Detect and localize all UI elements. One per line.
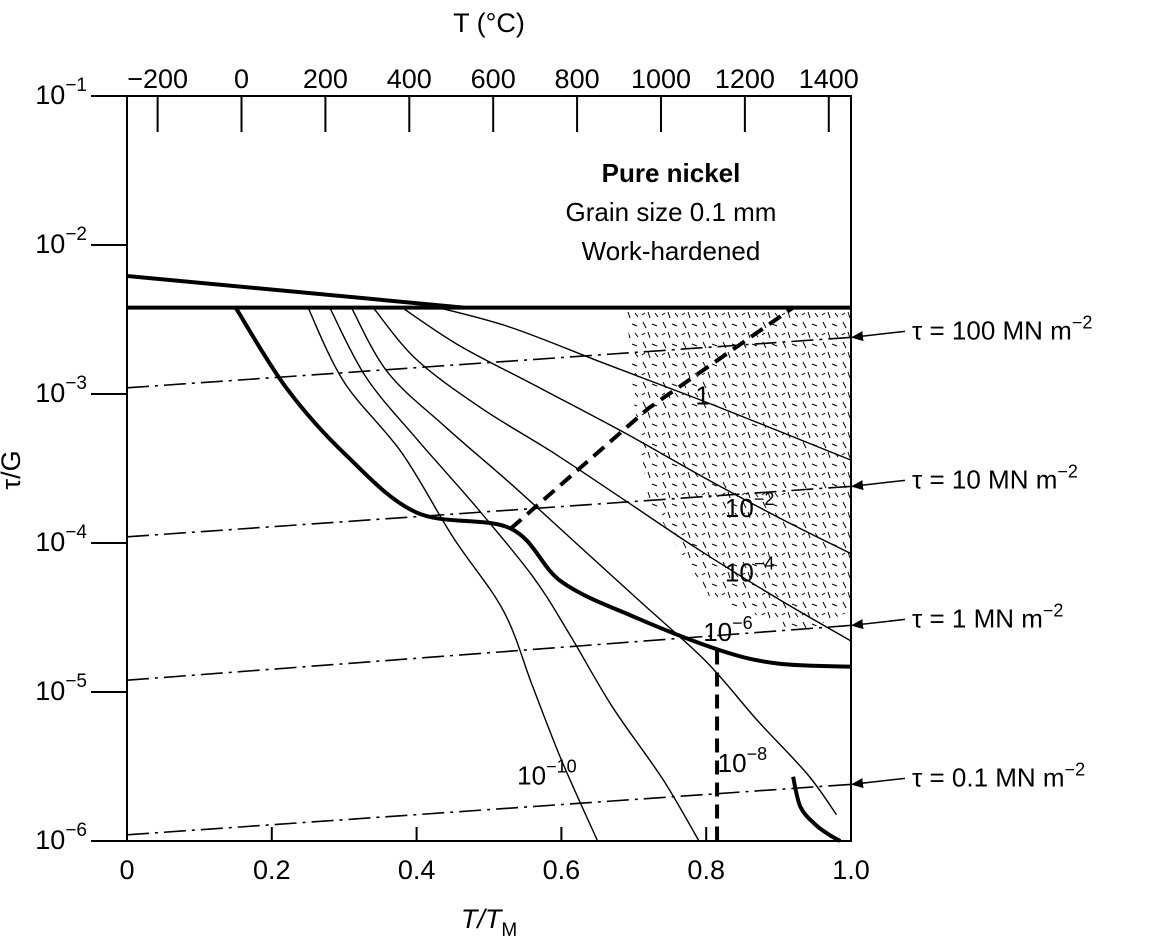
strain-rate-contour (329, 307, 700, 842)
strain-rate-contour (438, 306, 852, 461)
y-tick-base: 10 (35, 229, 65, 259)
hatched-region (626, 307, 851, 633)
y-tick-label: 10−4 (35, 522, 87, 557)
plot-frame (126, 95, 852, 842)
x2-tick-label: 800 (555, 64, 600, 94)
stress-line (126, 336, 852, 389)
contour-label-base: 10 (718, 748, 747, 778)
contour-label-exponent: −4 (754, 554, 775, 574)
contour-label: 10−2 (725, 489, 774, 523)
stress-arrow (851, 777, 906, 789)
contour-label-exponent: −2 (754, 489, 775, 509)
contour-label: 10−4 (725, 554, 774, 588)
y-tick-label: 10−5 (35, 671, 87, 706)
diffusion-creep-boundary (791, 776, 842, 843)
y-tick-exponent: −6 (65, 820, 87, 841)
stress-label-text: τ = 10 MN m (912, 464, 1057, 494)
stress-line (126, 485, 852, 538)
x-tick-label: 0 (119, 855, 134, 885)
x-axis-label-main: T/T (461, 904, 504, 934)
stress-annotations: τ = 100 MN m−2τ = 10 MN m−2τ = 1 MN m−2τ… (851, 312, 1092, 792)
stress-label-exponent: −2 (1072, 312, 1093, 332)
contour-label-base: 1 (695, 381, 709, 411)
y-tick-label: 10−2 (35, 224, 87, 259)
subtitle-work-hardened: Work-hardened (582, 236, 761, 266)
hatched-area (626, 307, 851, 633)
contour-label: 1 (695, 381, 709, 411)
y-tick-label: 10−1 (35, 75, 87, 110)
contour-label-base: 10 (725, 558, 754, 588)
contour-label-base: 10 (703, 617, 732, 647)
y-tick-base: 10 (35, 378, 65, 408)
stress-label-exponent: −2 (1065, 759, 1086, 779)
x-axis-label: T/TM (461, 904, 517, 941)
x-tick-label: 0.6 (543, 855, 581, 885)
field-boundaries (126, 273, 852, 843)
stress-label: τ = 100 MN m−2 (912, 312, 1092, 345)
strain-rate-contour (401, 307, 852, 555)
stress-label: τ = 1 MN m−2 (912, 600, 1063, 633)
x2-tick-label: 200 (303, 64, 348, 94)
stress-lines (126, 336, 852, 836)
x-tick-label: 0.2 (253, 855, 291, 885)
contour-label: 10−8 (718, 744, 767, 778)
y-tick-exponent: −4 (65, 522, 87, 543)
strain-rate-contour (350, 307, 838, 816)
stress-label-exponent: −2 (1057, 461, 1078, 481)
stress-label-text: τ = 100 MN m (912, 315, 1072, 345)
contour-label-exponent: −6 (732, 613, 753, 633)
y-axis-label: τ/G (0, 450, 26, 489)
x-tick-label: 0.4 (398, 855, 436, 885)
y-tick-label: 10−3 (35, 373, 87, 408)
y-tick-exponent: −2 (65, 224, 87, 245)
y-tick-exponent: −1 (65, 75, 87, 96)
subtitle-grain-size: Grain size 0.1 mm (566, 197, 777, 227)
contour-label-exponent: −10 (546, 756, 577, 776)
contour-label-base: 10 (725, 493, 754, 523)
contour-label-exponent: −8 (747, 744, 768, 764)
x-tick-label: 0.8 (687, 855, 725, 885)
x-axis-label-sub: M (501, 920, 517, 941)
stress-label-text: τ = 0.1 MN m (912, 762, 1065, 792)
stress-label-text: τ = 1 MN m (912, 603, 1043, 633)
core-lattice-boundary (509, 305, 795, 531)
y-tick-base: 10 (35, 80, 65, 110)
x2-tick-label: 1400 (799, 64, 859, 94)
ideal-strength-boundary (126, 273, 464, 310)
stress-arrow (851, 330, 906, 342)
y-tick-base: 10 (35, 825, 65, 855)
stress-arrow (851, 618, 906, 630)
stress-label: τ = 10 MN m−2 (912, 461, 1078, 494)
chart-title: Pure nickel (602, 158, 741, 188)
stress-arrow (851, 479, 906, 491)
strain-rate-contour (372, 307, 852, 642)
axes: 0 0.2 0.4 0.6 0.8 1.0 −200 0 200 400 600 800 1000 120… (35, 64, 869, 885)
strain-rate-contour (307, 307, 599, 842)
contour-label: 10−6 (703, 613, 752, 647)
y-tick-exponent: −5 (65, 671, 87, 692)
x2-tick-label: 1200 (715, 64, 775, 94)
power-law-boundary (233, 306, 852, 669)
stress-label-exponent: −2 (1043, 600, 1064, 620)
y-tick-base: 10 (35, 527, 65, 557)
stress-line (126, 783, 852, 836)
stress-label: τ = 0.1 MN m−2 (912, 759, 1085, 792)
x2-tick-label: −200 (127, 64, 188, 94)
title-box: Pure nickel Grain size 0.1 mm Work-harde… (566, 158, 777, 266)
x2-tick-label: 600 (471, 64, 516, 94)
y-tick-base: 10 (35, 676, 65, 706)
strain-rate-contours (307, 306, 852, 842)
x2-axis-label: T (°C) (453, 8, 525, 38)
x-tick-label: 1.0 (832, 855, 870, 885)
y-tick-label: 10−6 (35, 820, 87, 855)
y-tick-exponent: −3 (65, 373, 87, 394)
x2-tick-label: 400 (387, 64, 432, 94)
contour-label: 10−10 (517, 756, 576, 790)
stress-line (126, 624, 852, 681)
x2-tick-label: 1000 (631, 64, 691, 94)
contour-labels: 110−210−410−610−810−10 (517, 381, 774, 791)
x2-tick-label: 0 (234, 64, 249, 94)
contour-label-base: 10 (517, 760, 546, 790)
